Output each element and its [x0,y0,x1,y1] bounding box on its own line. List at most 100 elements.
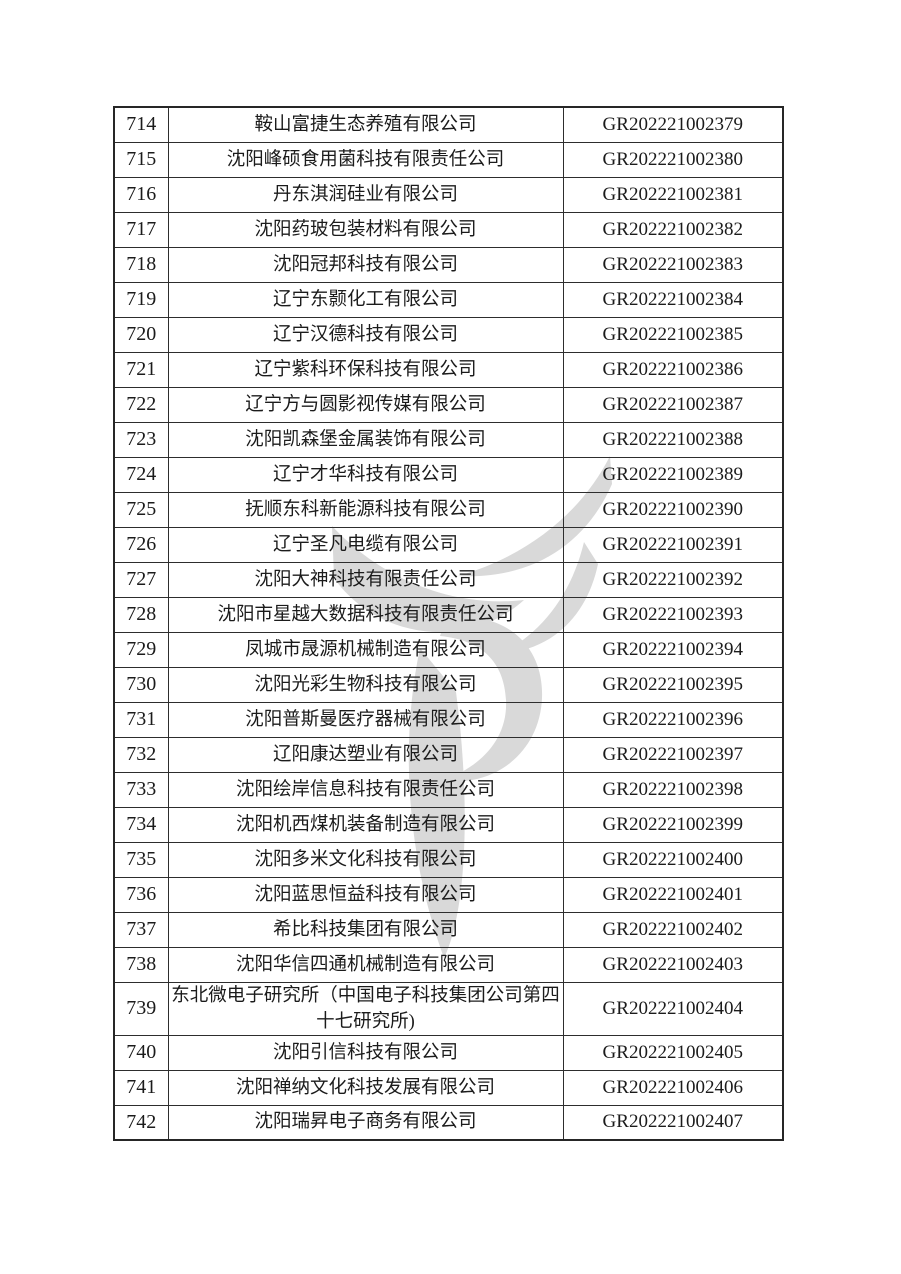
row-index: 715 [113,141,169,178]
row-index: 732 [113,736,169,773]
table-row: 722 辽宁方与圆影视传媒有限公司 GR202221002387 [113,386,784,423]
company-name: 沈阳普斯曼医疗器械有限公司 [167,701,564,738]
row-index: 721 [113,351,169,388]
table-row: 730 沈阳光彩生物科技有限公司 GR202221002395 [113,666,784,703]
company-name: 抚顺东科新能源科技有限公司 [167,491,564,528]
certificate-code: GR202221002381 [562,176,784,213]
table-row: 720 辽宁汉德科技有限公司 GR202221002385 [113,316,784,353]
table-row: 716 丹东淇润硅业有限公司 GR202221002381 [113,176,784,213]
row-index: 738 [113,946,169,983]
certificate-code: GR202221002397 [562,736,784,773]
company-name: 沈阳引信科技有限公司 [167,1034,564,1071]
certificate-code: GR202221002384 [562,281,784,318]
certificate-code: GR202221002390 [562,491,784,528]
row-index: 726 [113,526,169,563]
certificate-code: GR202221002400 [562,841,784,878]
table-row: 723 沈阳凯森堡金属装饰有限公司 GR202221002388 [113,421,784,458]
table-row: 738 沈阳华信四通机械制造有限公司 GR202221002403 [113,946,784,983]
company-name: 沈阳药玻包装材料有限公司 [167,211,564,248]
row-index: 734 [113,806,169,843]
row-index: 733 [113,771,169,808]
certificate-code: GR202221002404 [562,981,784,1036]
row-index: 739 [113,981,169,1036]
table-row: 737 希比科技集团有限公司 GR202221002402 [113,911,784,948]
certificate-code: GR202221002396 [562,701,784,738]
certificate-code: GR202221002389 [562,456,784,493]
table-row: 732 辽阳康达塑业有限公司 GR202221002397 [113,736,784,773]
company-name: 辽阳康达塑业有限公司 [167,736,564,773]
company-name: 沈阳大神科技有限责任公司 [167,561,564,598]
company-name: 沈阳绘岸信息科技有限责任公司 [167,771,564,808]
row-index: 729 [113,631,169,668]
table-row: 724 辽宁才华科技有限公司 GR202221002389 [113,456,784,493]
company-name: 辽宁东颢化工有限公司 [167,281,564,318]
certificate-code: GR202221002407 [562,1104,784,1141]
table-row: 719 辽宁东颢化工有限公司 GR202221002384 [113,281,784,318]
table-row: 731 沈阳普斯曼医疗器械有限公司 GR202221002396 [113,701,784,738]
table-row: 728 沈阳市星越大数据科技有限责任公司 GR202221002393 [113,596,784,633]
row-index: 728 [113,596,169,633]
company-name: 沈阳瑞昇电子商务有限公司 [167,1104,564,1141]
table-row: 734 沈阳机西煤机装备制造有限公司 GR202221002399 [113,806,784,843]
row-index: 730 [113,666,169,703]
certificate-code: GR202221002379 [562,106,784,143]
certificate-code: GR202221002395 [562,666,784,703]
company-name: 辽宁紫科环保科技有限公司 [167,351,564,388]
certificate-code: GR202221002403 [562,946,784,983]
table-row: 726 辽宁圣凡电缆有限公司 GR202221002391 [113,526,784,563]
row-index: 731 [113,701,169,738]
table-row: 733 沈阳绘岸信息科技有限责任公司 GR202221002398 [113,771,784,808]
row-index: 727 [113,561,169,598]
company-name: 沈阳机西煤机装备制造有限公司 [167,806,564,843]
company-name: 沈阳多米文化科技有限公司 [167,841,564,878]
table-row: 735 沈阳多米文化科技有限公司 GR202221002400 [113,841,784,878]
row-index: 740 [113,1034,169,1071]
certificate-code: GR202221002393 [562,596,784,633]
company-name: 沈阳市星越大数据科技有限责任公司 [167,596,564,633]
row-index: 714 [113,106,169,143]
company-name: 辽宁才华科技有限公司 [167,456,564,493]
row-index: 725 [113,491,169,528]
company-name: 辽宁汉德科技有限公司 [167,316,564,353]
row-index: 742 [113,1104,169,1141]
row-index: 717 [113,211,169,248]
certificate-code: GR202221002398 [562,771,784,808]
certificate-code: GR202221002406 [562,1069,784,1106]
company-name: 沈阳冠邦科技有限公司 [167,246,564,283]
certificate-code: GR202221002385 [562,316,784,353]
row-index: 720 [113,316,169,353]
table-row: 741 沈阳禅纳文化科技发展有限公司 GR202221002406 [113,1069,784,1106]
certificate-table: 714 鞍山富捷生态养殖有限公司 GR202221002379 715 沈阳峰硕… [113,106,784,1141]
company-name: 希比科技集团有限公司 [167,911,564,948]
company-name: 沈阳蓝思恒益科技有限公司 [167,876,564,913]
certificate-code: GR202221002388 [562,421,784,458]
table-row: 736 沈阳蓝思恒益科技有限公司 GR202221002401 [113,876,784,913]
company-name: 沈阳凯森堡金属装饰有限公司 [167,421,564,458]
certificate-code: GR202221002394 [562,631,784,668]
row-index: 741 [113,1069,169,1106]
certificate-code: GR202221002399 [562,806,784,843]
company-name: 沈阳峰硕食用菌科技有限责任公司 [167,141,564,178]
row-index: 723 [113,421,169,458]
row-index: 735 [113,841,169,878]
certificate-code: GR202221002387 [562,386,784,423]
table-row: 727 沈阳大神科技有限责任公司 GR202221002392 [113,561,784,598]
certificate-code: GR202221002383 [562,246,784,283]
row-index: 736 [113,876,169,913]
table-row: 739 东北微电子研究所（中国电子科技集团公司第四十七研究所) GR202221… [113,981,784,1036]
company-name: 凤城市晟源机械制造有限公司 [167,631,564,668]
certificate-code: GR202221002392 [562,561,784,598]
table-row: 729 凤城市晟源机械制造有限公司 GR202221002394 [113,631,784,668]
table-row: 714 鞍山富捷生态养殖有限公司 GR202221002379 [113,106,784,143]
certificate-code: GR202221002405 [562,1034,784,1071]
row-index: 719 [113,281,169,318]
row-index: 724 [113,456,169,493]
certificate-code: GR202221002402 [562,911,784,948]
company-name: 鞍山富捷生态养殖有限公司 [167,106,564,143]
certificate-code: GR202221002382 [562,211,784,248]
table-row: 721 辽宁紫科环保科技有限公司 GR202221002386 [113,351,784,388]
row-index: 718 [113,246,169,283]
certificate-table-body: 714 鞍山富捷生态养殖有限公司 GR202221002379 715 沈阳峰硕… [113,106,784,1141]
table-row: 717 沈阳药玻包装材料有限公司 GR202221002382 [113,211,784,248]
